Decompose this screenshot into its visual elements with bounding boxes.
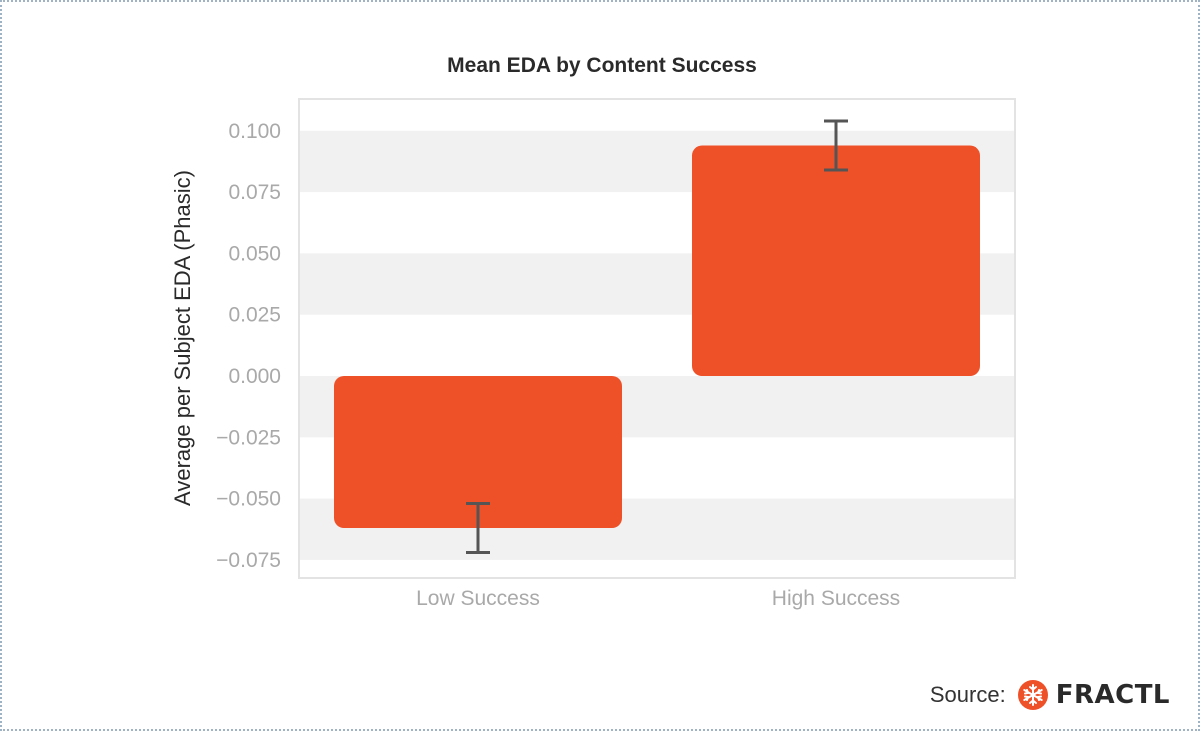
- snowflake-logo-icon: [1017, 680, 1048, 710]
- y-tick-label: −0.075: [216, 549, 281, 572]
- chart-title: Mean EDA by Content Success: [447, 54, 757, 77]
- bar: [334, 376, 622, 529]
- y-tick-label: 0.075: [228, 181, 281, 204]
- y-tick-label: 0.000: [228, 365, 281, 388]
- plot-frame: [298, 98, 1016, 579]
- brand-name: FRACTL: [1055, 680, 1170, 710]
- bar: [692, 145, 980, 376]
- source-attribution: Source: FRACTL: [930, 677, 1170, 713]
- y-tick-label: 0.050: [228, 242, 281, 265]
- y-tick-label: 0.025: [228, 304, 281, 327]
- y-tick-label: 0.100: [228, 120, 281, 143]
- source-label: Source:: [929, 682, 1006, 707]
- x-tick-label: High Success: [772, 587, 900, 610]
- brand-logo: FRACTL: [1017, 680, 1170, 710]
- y-tick-label: −0.050: [216, 488, 281, 511]
- x-tick-label: Low Success: [416, 587, 540, 610]
- y-axis-label: Average per Subject EDA (Phasic): [170, 170, 195, 506]
- y-tick-label: −0.025: [216, 426, 281, 449]
